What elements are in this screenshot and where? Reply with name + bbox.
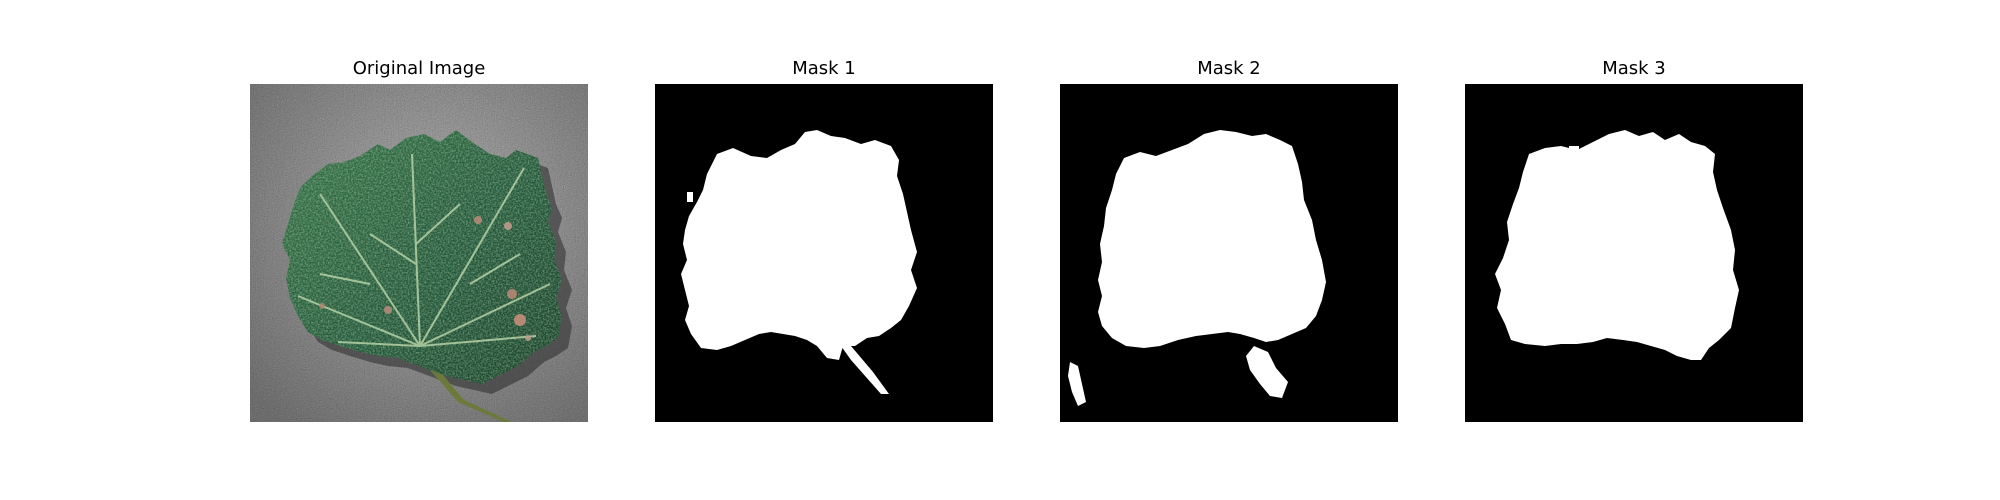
mask-fragment [687, 192, 693, 202]
panel-original-image: Original Image [250, 0, 588, 500]
mask-fragment [1569, 146, 1579, 154]
panel-title: Mask 3 [1602, 58, 1666, 79]
mask-foreground [681, 130, 917, 360]
panel-mask-3: Mask 3 [1465, 0, 1803, 500]
panel-title: Mask 2 [1197, 58, 1261, 79]
mask-stem-fragment [841, 346, 889, 394]
mask-stem-fragment [1246, 346, 1288, 398]
mask-noise-fragment [1068, 362, 1086, 406]
original-leaf-image [250, 84, 588, 422]
mask-foreground [1495, 130, 1739, 360]
panel-title: Mask 1 [792, 58, 856, 79]
leaf [282, 130, 562, 384]
mask-1-image [655, 84, 993, 422]
panel-mask-2: Mask 2 [1060, 0, 1398, 500]
panel-mask-1: Mask 1 [655, 0, 993, 500]
leaf-photo [250, 84, 588, 422]
mask-3-image [1465, 84, 1803, 422]
mask-foreground [1098, 130, 1326, 348]
mask-1-canvas [655, 84, 993, 422]
leaf-spots [319, 216, 531, 341]
mask-2-canvas [1060, 84, 1398, 422]
panel-title: Original Image [352, 58, 486, 79]
mask-3-canvas [1465, 84, 1803, 422]
leaf-veins [297, 153, 551, 347]
mask-2-image [1060, 84, 1398, 422]
